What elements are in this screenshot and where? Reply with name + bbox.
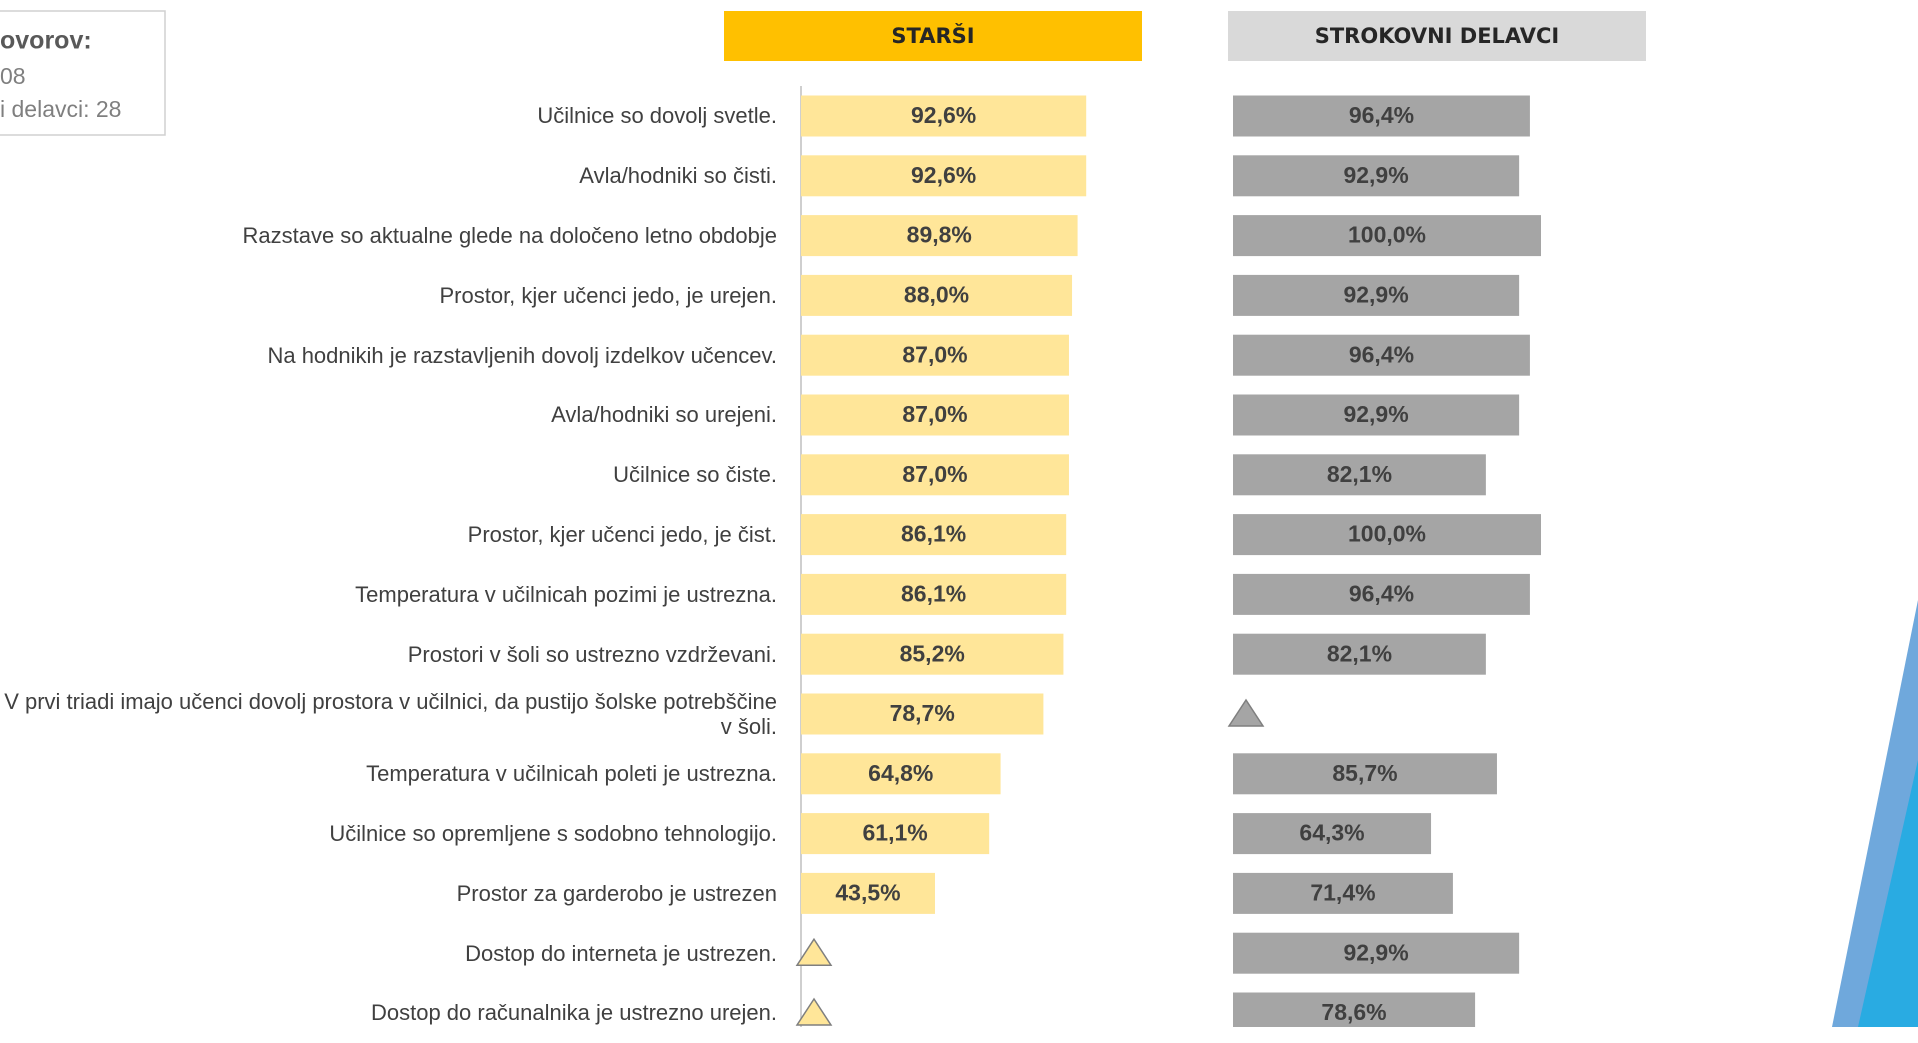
- bar: [1233, 992, 1476, 1027]
- value-label: 87,0%: [902, 341, 967, 367]
- category-label: Učilnice so opremljene s sodobno tehnolo…: [329, 821, 777, 847]
- value-label: 78,7%: [890, 700, 955, 726]
- bar: [1233, 753, 1497, 795]
- value-label: 71,4%: [1310, 879, 1375, 905]
- category-label: V prvi triadi imajo učenci dovolj prosto…: [4, 688, 777, 739]
- value-label: 85,2%: [900, 640, 965, 666]
- bar: [1233, 514, 1541, 556]
- category-label: Dostop do interneta je ustrezen.: [465, 940, 777, 966]
- bar: [1233, 95, 1530, 137]
- bar: [801, 334, 1069, 376]
- decoration: [1858, 760, 1918, 1027]
- bar: [801, 454, 1069, 496]
- category-label: Učilnice so dovolj svetle.: [537, 103, 777, 129]
- category-label: Razstave so aktualne glede na določeno l…: [242, 223, 777, 249]
- value-label: 92,6%: [911, 102, 976, 128]
- bar: [801, 813, 990, 855]
- value-label: 92,9%: [1343, 401, 1408, 427]
- info-text: i delavci: 28: [0, 96, 121, 122]
- value-label: 92,9%: [1343, 281, 1408, 307]
- series-header: [724, 11, 1142, 61]
- bar: [1233, 454, 1486, 496]
- bar: [1233, 155, 1520, 197]
- bar: [1233, 394, 1520, 436]
- category-label: Prostori v šoli so ustrezno vzdrževani.: [407, 641, 777, 667]
- value-label: 100,0%: [1348, 222, 1426, 248]
- value-label: 86,1%: [901, 580, 966, 606]
- category-label: Temperatura v učilnicah poleti je ustrez…: [366, 761, 777, 787]
- bar: [1233, 573, 1530, 615]
- bar: [801, 394, 1069, 436]
- value-label: 82,1%: [1327, 640, 1392, 666]
- bar: [801, 573, 1067, 615]
- bar: [801, 514, 1067, 556]
- value-label: 85,7%: [1332, 760, 1397, 786]
- bar: [801, 633, 1064, 675]
- category-label: Prostor, kjer učenci jedo, je urejen.: [439, 282, 777, 308]
- bar: [1233, 932, 1520, 974]
- value-label: 89,8%: [907, 222, 972, 248]
- bar: [801, 215, 1078, 257]
- value-label: 88,0%: [904, 281, 969, 307]
- bar: [1233, 633, 1486, 675]
- bar: [1233, 274, 1520, 316]
- value-label: 86,1%: [901, 521, 966, 547]
- bar: [1233, 215, 1541, 257]
- value-label: 64,8%: [868, 760, 933, 786]
- category-label: Temperatura v učilnicah pozimi je ustrez…: [355, 581, 777, 607]
- info-box: [0, 10, 166, 136]
- bar: [801, 155, 1087, 197]
- info-text: 08: [0, 63, 26, 89]
- value-label: 92,9%: [1343, 162, 1408, 188]
- bar: [1233, 872, 1453, 914]
- category-label: Prostor za garderobo je ustrezen: [456, 880, 777, 906]
- category-label: Prostor, kjer učenci jedo, je čist.: [467, 522, 777, 548]
- value-label: 96,4%: [1349, 102, 1414, 128]
- bar: [801, 95, 1087, 137]
- bar: [1233, 813, 1432, 855]
- value-label: 92,9%: [1343, 939, 1408, 965]
- value-label: 100,0%: [1348, 521, 1426, 547]
- category-label: Avla/hodniki so urejeni.: [551, 402, 777, 428]
- value-label: 64,3%: [1299, 820, 1364, 846]
- value-label: 61,1%: [862, 820, 927, 846]
- bar: [1233, 334, 1530, 376]
- series-header: [1228, 11, 1646, 61]
- value-label: 82,1%: [1327, 461, 1392, 487]
- bar: [801, 693, 1044, 735]
- bar: [801, 274, 1073, 316]
- no-data-marker: [1227, 698, 1265, 727]
- category-label: Na hodnikih je razstavljenih dovolj izde…: [267, 342, 777, 368]
- bar: [801, 872, 935, 914]
- value-label: 43,5%: [835, 879, 900, 905]
- category-label: Učilnice so čiste.: [613, 462, 777, 488]
- no-data-marker: [795, 937, 833, 966]
- value-label: 87,0%: [902, 401, 967, 427]
- value-label: 87,0%: [902, 461, 967, 487]
- info-title: ovorov:: [0, 27, 92, 55]
- value-label: 78,6%: [1321, 999, 1386, 1025]
- bar: [801, 753, 1001, 795]
- legend-label: STROKOVNI DELAVCI: [1315, 24, 1560, 48]
- value-label: 96,4%: [1349, 580, 1414, 606]
- legend-label: STARŠI: [891, 23, 974, 48]
- value-label: 96,4%: [1349, 341, 1414, 367]
- category-label: Avla/hodniki so čisti.: [579, 163, 777, 189]
- value-label: 92,6%: [911, 162, 976, 188]
- no-data-marker: [795, 997, 833, 1026]
- category-label: Dostop do računalnika je ustrezno urejen…: [370, 1000, 777, 1026]
